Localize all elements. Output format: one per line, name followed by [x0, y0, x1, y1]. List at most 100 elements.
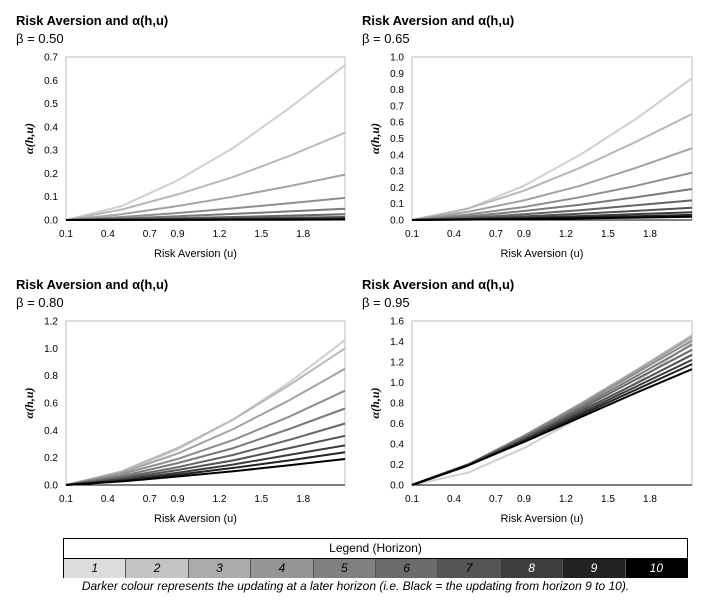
y-tick-label: 0.0: [44, 216, 58, 227]
x-tick-label: 1.2: [559, 494, 573, 505]
y-tick-label: 1.0: [44, 344, 58, 355]
legend-cell-2: 2: [126, 559, 189, 578]
chart-title: Risk Aversion and α(h,u): [362, 13, 514, 28]
series-line-horizon-4: [65, 196, 346, 221]
legend-cell-3: 3: [188, 559, 252, 578]
chart-3: Risk Aversion and α(h,u) β = 0.80 0.0 0.2 0.…: [16, 277, 346, 525]
y-tick-label: 0.0: [44, 481, 58, 492]
x-tick-label: 1.2: [212, 229, 226, 240]
series-line-horizon-1: [411, 77, 693, 221]
legend-cells: 1 2 3 4 5 6 7 8 9 10: [64, 559, 688, 578]
x-tick-label: 0.9: [517, 494, 531, 505]
x-tick-label: 0.7: [489, 494, 503, 505]
x-tick-label: 1.2: [212, 494, 226, 505]
x-axis-label: Risk Aversion (u): [501, 513, 584, 525]
y-tick-label: 0.4: [390, 150, 404, 161]
y-tick-label: 0.2: [390, 183, 404, 194]
series-line-horizon-1: [411, 341, 693, 486]
y-axis-label: α(h,u): [22, 123, 36, 154]
x-tick-label: 1.5: [254, 494, 268, 505]
x-tick-label: 0.4: [101, 229, 115, 240]
legend-cell-7: 7: [438, 559, 501, 578]
chart-2: Risk Aversion and α(h,u)β = 0.650.00.10.…: [362, 13, 693, 260]
x-tick-label: 0.1: [405, 494, 419, 505]
x-tick-label: 0.4: [101, 494, 115, 505]
legend-note: Darker colour represents the updating at…: [81, 579, 630, 593]
y-tick-label: 0.8: [390, 85, 404, 96]
x-tick-label: 0.1: [59, 229, 73, 240]
series-line-horizon-3: [411, 336, 693, 486]
y-tick-label: 0.2: [44, 169, 58, 180]
series-line-horizon-2: [65, 131, 346, 221]
y-tick-label: 0.7: [44, 53, 58, 64]
y-axis-label: α(h,u): [368, 123, 382, 154]
y-axis-label: α(h,u): [22, 388, 36, 419]
series-line-horizon-4: [411, 171, 693, 221]
y-tick-label: 0.1: [44, 192, 58, 203]
legend-cell-6: 6: [376, 559, 439, 578]
y-tick-label: 0.2: [44, 453, 58, 464]
x-tick-label: 1.2: [559, 229, 573, 240]
chart-title: Risk Aversion and α(h,u): [16, 13, 168, 28]
chart-subtitle: β = 0.65: [362, 31, 410, 46]
y-tick-label: 0.3: [390, 167, 404, 178]
y-tick-label: 0.0: [390, 481, 404, 492]
y-tick-label: 0.8: [44, 371, 58, 382]
y-tick-label: 0.7: [390, 101, 404, 112]
y-tick-label: 1.0: [390, 378, 404, 389]
legend: Legend (Horizon) 1 2 3 4 5 6 7 8 9 10: [63, 538, 688, 578]
x-tick-label: 0.9: [171, 494, 185, 505]
y-tick-label: 0.8: [390, 399, 404, 410]
y-tick-label: 1.0: [390, 53, 404, 64]
legend-cell-10: 10: [625, 559, 688, 578]
x-tick-label: 1.8: [643, 494, 657, 505]
series-line-horizon-4: [65, 389, 346, 486]
x-tick-label: 1.8: [296, 229, 310, 240]
x-axis-label: Risk Aversion (u): [154, 513, 237, 525]
y-tick-label: 0.1: [390, 199, 404, 210]
legend-cell-1: 1: [64, 559, 127, 578]
x-tick-label: 0.4: [447, 229, 461, 240]
x-tick-label: 0.7: [143, 494, 157, 505]
series-line-horizon-6: [411, 348, 693, 486]
series-line-horizon-5: [65, 407, 346, 486]
plot-area: [65, 56, 346, 221]
x-tick-label: 0.7: [489, 229, 503, 240]
series-line-horizon-3: [65, 367, 346, 486]
y-tick-label: 0.3: [44, 146, 58, 157]
y-tick-label: 0.9: [390, 69, 404, 80]
chart-1: Risk Aversion and α(h,u)β = 0.500.00.10.…: [16, 13, 346, 260]
x-tick-label: 0.1: [405, 229, 419, 240]
y-tick-label: 0.6: [390, 118, 404, 129]
series-line-horizon-10: [411, 368, 693, 486]
x-tick-label: 0.1: [59, 494, 73, 505]
y-tick-label: 0.6: [390, 419, 404, 430]
y-tick-label: 1.2: [390, 358, 404, 369]
y-tick-label: 1.6: [390, 317, 404, 328]
series-line-horizon-5: [411, 188, 693, 221]
y-tick-label: 0.4: [44, 426, 58, 437]
x-tick-label: 0.9: [171, 229, 185, 240]
y-tick-label: 0.0: [390, 216, 404, 227]
y-tick-label: 0.4: [44, 122, 58, 133]
y-tick-label: 0.2: [390, 460, 404, 471]
x-axis-label: Risk Aversion (u): [154, 248, 237, 260]
x-tick-label: 1.5: [601, 494, 615, 505]
legend-title: Legend (Horizon): [64, 539, 687, 559]
legend-cell-9: 9: [563, 559, 626, 578]
series-line-horizon-10: [65, 458, 346, 486]
x-tick-label: 1.5: [601, 229, 615, 240]
series-line-horizon-3: [65, 173, 346, 221]
series-line-horizon-2: [411, 113, 693, 221]
y-tick-label: 0.5: [44, 99, 58, 110]
series-line-horizon-2: [411, 334, 693, 486]
series-line-horizon-1: [65, 64, 346, 221]
series-line-horizon-2: [65, 347, 346, 486]
legend-cell-5: 5: [313, 559, 377, 578]
charts-canvas: Risk Aversion and α(h,u)β = 0.500.00.10.…: [16, 13, 693, 525]
x-tick-label: 0.9: [517, 229, 531, 240]
y-tick-label: 1.2: [44, 317, 58, 328]
plot-area: [411, 320, 693, 486]
y-axis-label: α(h,u): [368, 388, 382, 419]
y-tick-label: 0.6: [44, 76, 58, 87]
